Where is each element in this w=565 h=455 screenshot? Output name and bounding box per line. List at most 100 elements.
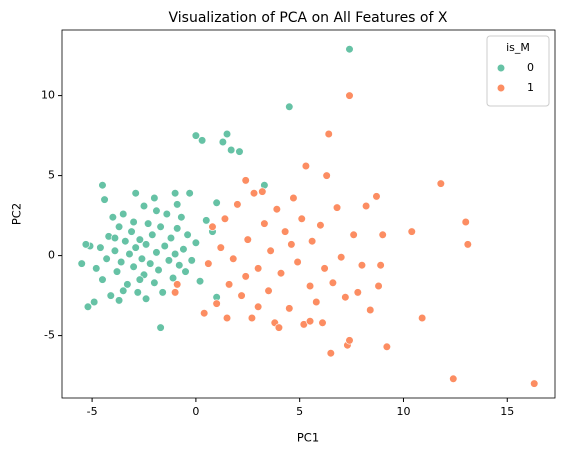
point	[212, 198, 221, 207]
x-axis-label: PC1	[297, 431, 319, 445]
point	[173, 224, 182, 233]
point	[345, 336, 354, 345]
point	[156, 222, 165, 231]
point	[287, 240, 296, 249]
point	[127, 227, 136, 236]
point	[175, 261, 184, 270]
point	[181, 267, 190, 276]
point	[436, 179, 445, 188]
point	[316, 221, 325, 230]
plot-frame	[61, 29, 556, 399]
point	[156, 323, 165, 332]
point	[96, 243, 105, 252]
point	[152, 206, 161, 215]
point	[312, 297, 321, 307]
point	[187, 256, 196, 265]
point	[318, 318, 327, 327]
y-tick-label: 0	[48, 249, 55, 262]
point	[173, 280, 182, 289]
point	[418, 313, 427, 323]
point	[166, 233, 176, 243]
point	[218, 137, 227, 147]
point	[100, 195, 109, 204]
point	[135, 235, 144, 244]
point	[191, 131, 200, 140]
y-axis-label: PC2	[10, 203, 24, 225]
point	[123, 280, 132, 289]
point	[208, 222, 217, 231]
legend-title: is_M	[506, 41, 530, 54]
point	[301, 161, 311, 171]
point	[204, 259, 213, 268]
point	[337, 253, 346, 262]
point	[289, 193, 298, 203]
x-tick-label: -5	[87, 405, 98, 418]
point	[220, 214, 230, 223]
point	[131, 243, 140, 252]
point	[345, 45, 354, 54]
point	[241, 176, 250, 185]
point	[114, 296, 124, 305]
point	[276, 269, 286, 278]
point	[241, 272, 250, 281]
point	[173, 200, 182, 209]
point	[274, 323, 284, 332]
point	[195, 277, 205, 286]
point	[171, 249, 180, 259]
point	[200, 309, 209, 318]
x-tick-label: 5	[296, 405, 303, 418]
point	[382, 342, 391, 351]
point	[222, 313, 232, 323]
point	[168, 273, 178, 283]
point	[322, 171, 331, 180]
point	[222, 129, 232, 139]
point	[374, 281, 383, 291]
point	[326, 349, 335, 358]
point	[110, 233, 120, 243]
point	[125, 249, 134, 259]
point	[131, 189, 140, 198]
point	[285, 102, 294, 111]
point	[332, 203, 342, 212]
point	[463, 240, 472, 249]
point	[141, 240, 151, 249]
point	[119, 286, 128, 295]
point	[90, 297, 99, 307]
point	[227, 145, 236, 155]
point	[254, 264, 263, 273]
point	[305, 317, 315, 326]
point	[119, 209, 128, 219]
point	[158, 288, 167, 297]
x-tick-label: 0	[192, 405, 199, 418]
point	[152, 248, 161, 257]
point	[297, 214, 306, 223]
point	[102, 254, 111, 263]
point	[121, 237, 130, 246]
point	[345, 91, 354, 100]
point	[225, 280, 234, 289]
point	[362, 201, 371, 211]
point	[376, 261, 385, 270]
legend: is_M 0 1	[486, 35, 550, 107]
legend-label: 0	[527, 61, 534, 74]
point	[235, 147, 244, 156]
point	[150, 193, 159, 203]
point	[179, 245, 188, 254]
point	[146, 259, 155, 268]
point	[247, 313, 257, 323]
point	[449, 374, 458, 383]
point	[183, 230, 192, 239]
point	[135, 275, 144, 284]
point	[461, 217, 470, 227]
point	[106, 291, 115, 300]
point	[110, 246, 120, 255]
point	[378, 230, 387, 239]
legend-marker	[496, 63, 506, 73]
point	[243, 235, 252, 244]
point	[92, 264, 101, 273]
point	[372, 192, 381, 201]
point	[305, 281, 315, 291]
point	[148, 230, 157, 239]
point	[81, 240, 90, 249]
point	[258, 187, 267, 196]
